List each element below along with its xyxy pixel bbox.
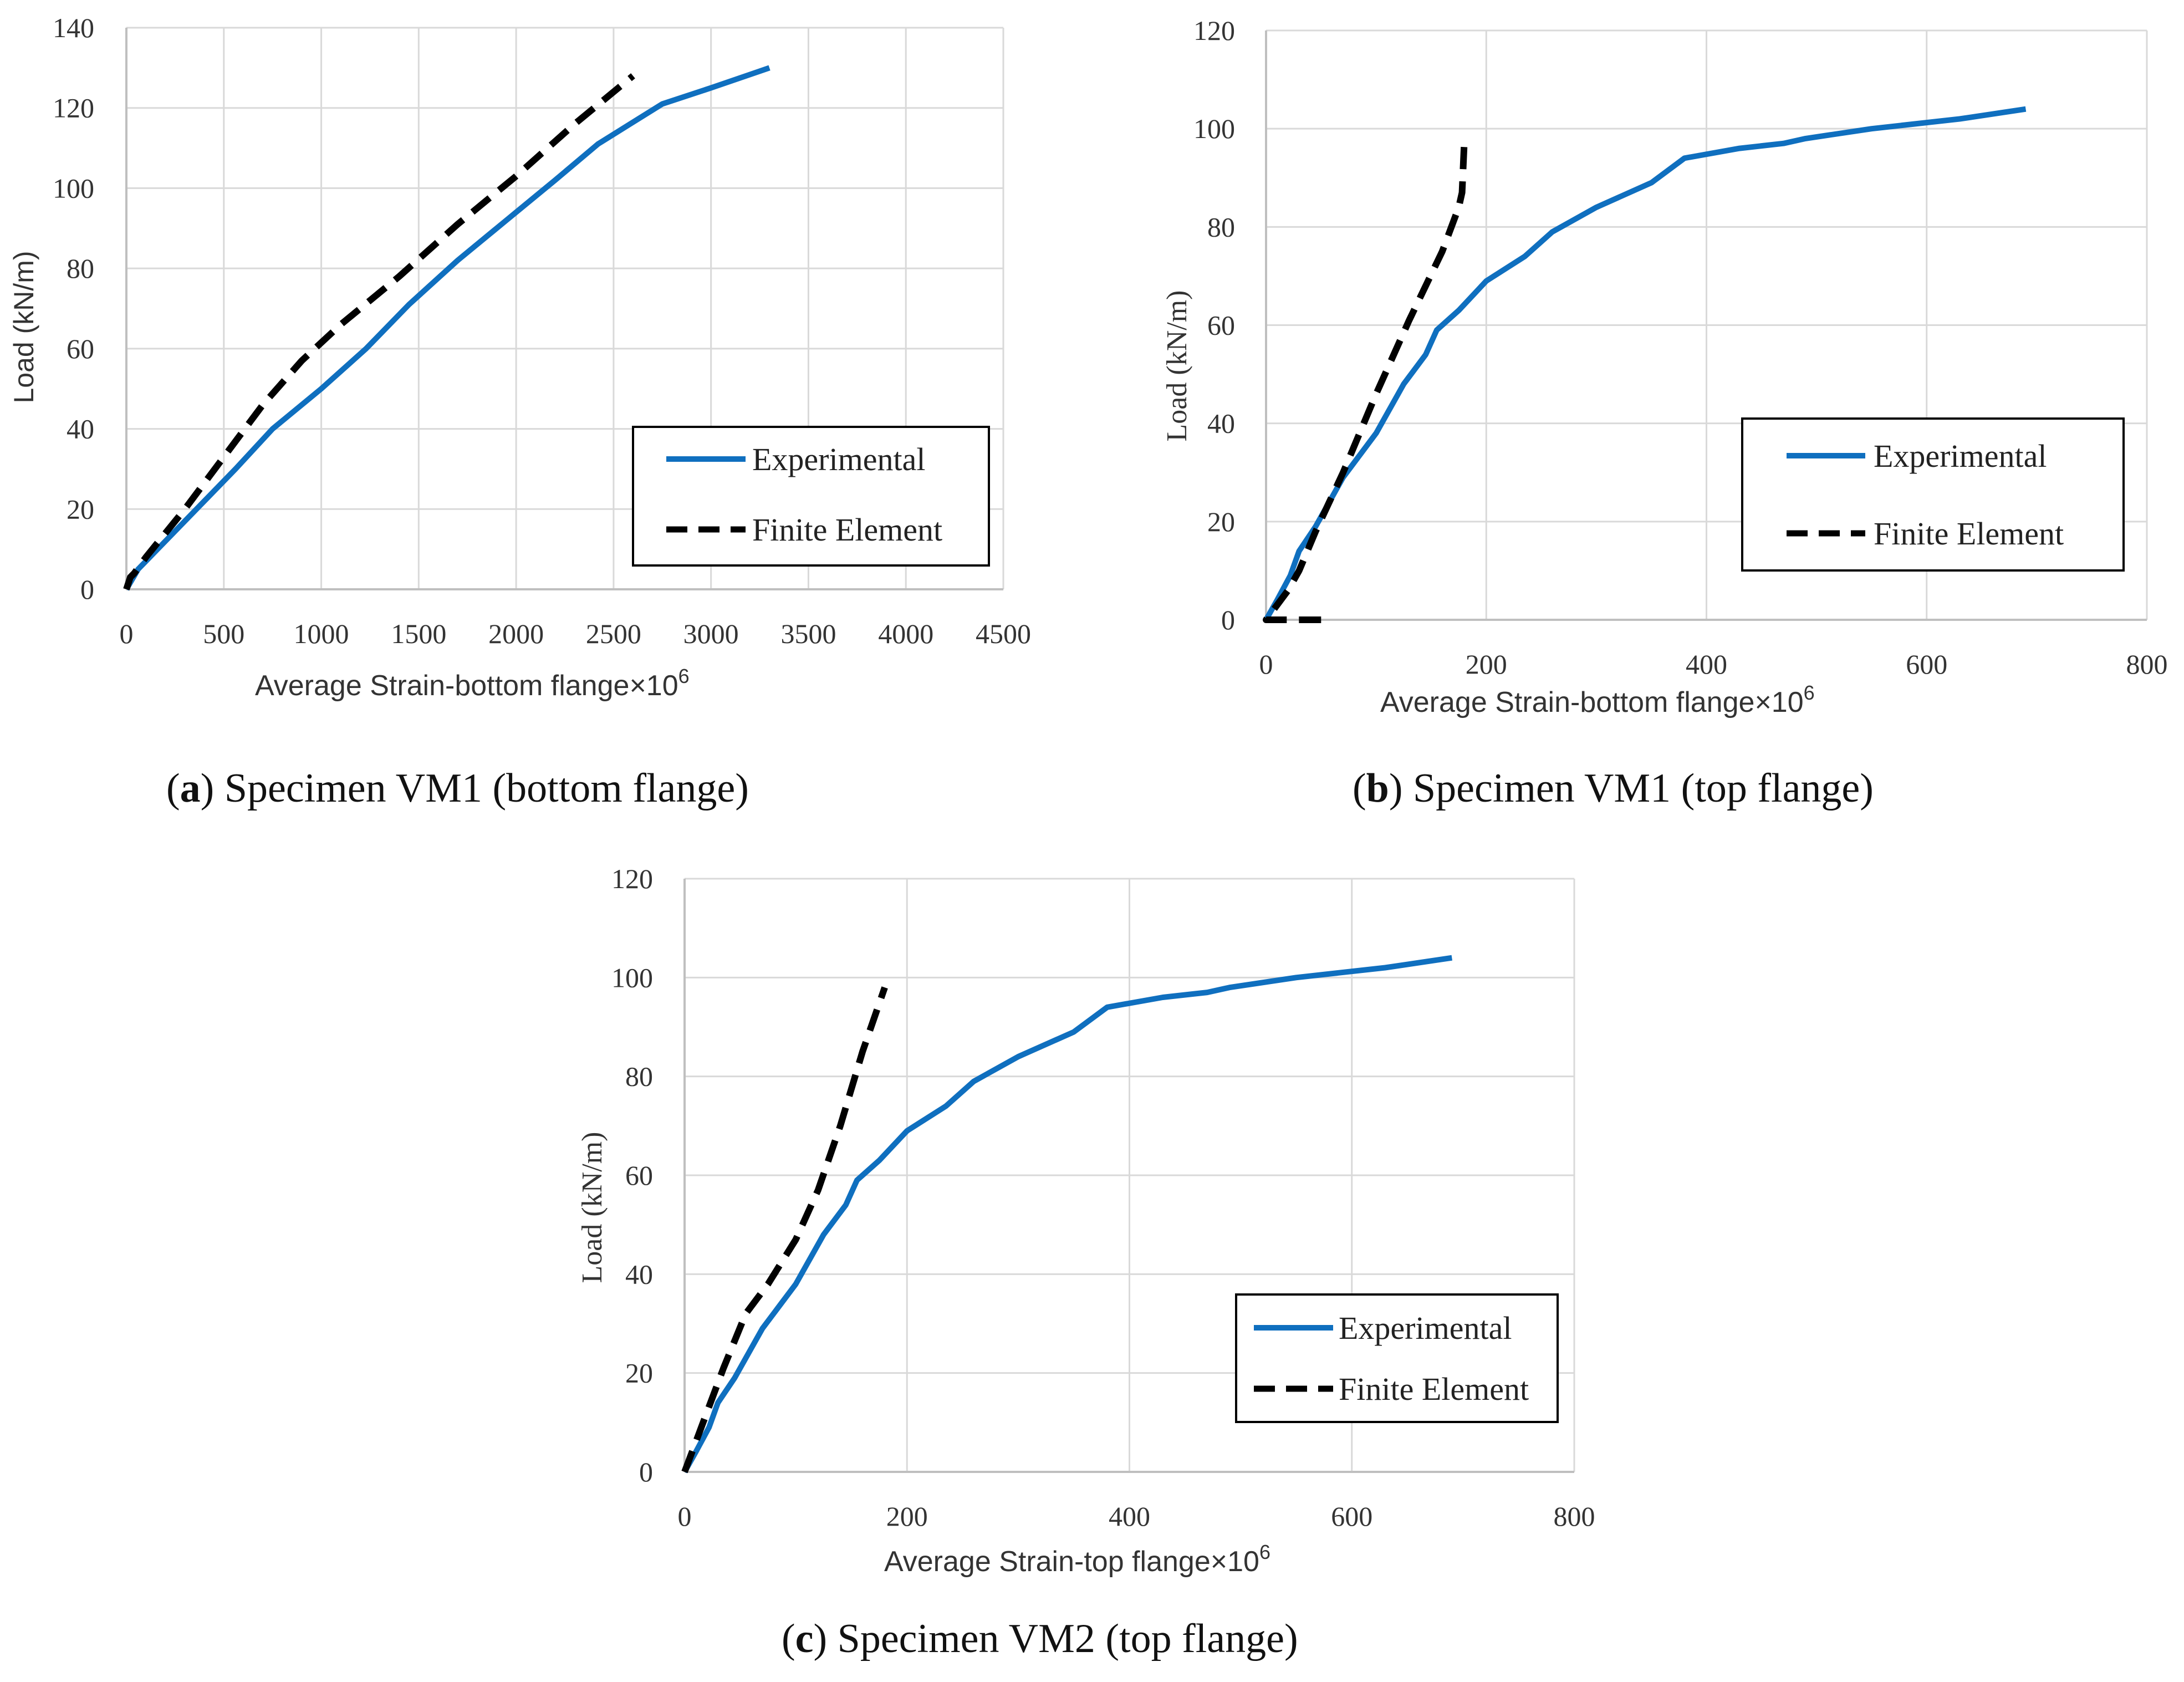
y-tick-label-a-40: 40 (67, 414, 94, 445)
y-tick-label-a-0: 0 (80, 574, 94, 605)
caption-b: (b) Specimen VM1 (top flange) (1353, 766, 1874, 811)
legend-box-c (1235, 1293, 1559, 1423)
chart-panel-b: 0 20 40 60 80 100 120 0 200 400 600 800 Load (kN/m)… (1161, 15, 2168, 811)
x-axis-label-text-b: Average Strain-bottom flange×10 (1380, 686, 1804, 718)
y-tick-label-b-80: 80 (1207, 211, 1235, 242)
legend-box-a (632, 426, 990, 567)
x-axis-label-c: Average Strain-top flange×106 (884, 1541, 1270, 1578)
series-group-b (1263, 106, 2027, 623)
legend-b: Experimental Finite Element (1741, 417, 2125, 572)
axes-b (1265, 30, 2147, 621)
x-axis-label-a: Average Strain-bottom flange×106 (255, 665, 690, 702)
tick-labels-c: 0 20 40 60 80 100 120 0 200 400 600 800 (611, 863, 1595, 1532)
y-tick-label-a-100: 100 (53, 172, 94, 203)
y-tick-label-b-20: 20 (1207, 506, 1235, 537)
axes-c (683, 879, 1574, 1473)
x-tick-label-b-800: 800 (2126, 649, 2168, 680)
x-axis-label-text-a: Average Strain-bottom flange×10 (255, 670, 678, 702)
caption-letter-c: c (795, 1616, 814, 1661)
x-tick-label-a-3500: 3500 (780, 618, 836, 649)
x-tick-label-a-500: 500 (203, 618, 244, 649)
experimental-line-a (124, 65, 770, 591)
x-tick-label-b-600: 600 (1906, 649, 1947, 680)
series-group-c (681, 955, 1453, 1474)
x-tick-label-a-2500: 2500 (586, 618, 641, 649)
y-tick-label-b-100: 100 (1193, 113, 1235, 144)
finite-element-line-b (1263, 143, 1468, 623)
x-tick-label-a-1000: 1000 (294, 618, 349, 649)
legend-label-fe-c: Finite Element (1339, 1371, 1529, 1407)
y-tick-label-b-40: 40 (1207, 408, 1235, 439)
legend-label-fe-b: Finite Element (1874, 516, 2064, 552)
x-axis-label-text-c: Average Strain-top flange×10 (884, 1546, 1259, 1578)
x-tick-label-a-3000: 3000 (683, 618, 739, 649)
caption-letter-b: b (1366, 766, 1389, 811)
experimental-line-c (682, 955, 1453, 1474)
caption-c: (c) Specimen VM2 (top flange) (782, 1616, 1298, 1661)
x-tick-label-c-800: 800 (1554, 1501, 1595, 1532)
y-tick-label-c-40: 40 (625, 1258, 653, 1289)
legend-label-experimental-c: Experimental (1339, 1310, 1512, 1346)
y-tick-label-a-120: 120 (53, 93, 94, 124)
x-tick-label-a-1500: 1500 (391, 618, 446, 649)
y-tick-label-c-80: 80 (625, 1061, 653, 1092)
x-tick-label-b-0: 0 (1259, 649, 1273, 680)
legend-a: Experimental Finite Element (632, 426, 990, 567)
caption-text-b: Specimen VM1 (top flange) (1402, 766, 1873, 811)
y-tick-label-b-0: 0 (1221, 604, 1235, 635)
y-axis-label-b: Load (kN/m) (1161, 290, 1193, 442)
axes-a (125, 28, 1003, 590)
legend-label-experimental-a: Experimental (752, 441, 925, 477)
legend-label-experimental-b: Experimental (1874, 438, 2047, 474)
y-tick-label-b-60: 60 (1207, 310, 1235, 341)
x-tick-label-b-400: 400 (1686, 649, 1727, 680)
caption-text-a: Specimen VM1 (bottom flange) (214, 766, 749, 811)
chart-panel-a: 0 20 40 60 80 100 120 140 0 500 1000 1500 2000 2500 30… (8, 12, 1031, 811)
tick-labels-b: 0 20 40 60 80 100 120 0 200 400 600 800 (1193, 15, 2168, 680)
legend-c: Experimental Finite Element (1235, 1293, 1559, 1423)
x-tick-label-a-0: 0 (120, 618, 134, 649)
series-group-a (123, 65, 770, 591)
caption-letter-a: a (180, 766, 201, 811)
x-tick-label-a-2000: 2000 (488, 618, 544, 649)
legend-box-b (1741, 417, 2125, 572)
legend-label-fe-a: Finite Element (752, 512, 942, 548)
y-tick-label-c-120: 120 (611, 863, 653, 894)
y-axis-label-a: Load (kN/m) (8, 251, 39, 403)
y-axis-label-c: Load (kN/m) (576, 1132, 608, 1283)
tick-labels-a: 0 20 40 60 80 100 120 140 0 500 1000 1500 2000 2500 30… (53, 12, 1031, 649)
y-tick-label-b-120: 120 (1193, 15, 1235, 46)
x-axis-label-sup-c: 6 (1259, 1541, 1270, 1563)
x-axis-label-sup-a: 6 (678, 665, 690, 687)
caption-a: (a) Specimen VM1 (bottom flange) (166, 766, 749, 811)
caption-close-b: ) (1389, 766, 1403, 811)
chart-panel-c: 0 20 40 60 80 100 120 0 200 400 600 800 Load (kN/m)… (576, 863, 1595, 1661)
y-tick-label-c-20: 20 (625, 1358, 653, 1389)
x-tick-label-c-0: 0 (678, 1501, 692, 1532)
y-tick-label-a-60: 60 (67, 333, 94, 364)
x-axis-label-b: Average Strain-bottom flange×106 (1380, 681, 1815, 718)
y-tick-label-c-0: 0 (639, 1456, 653, 1487)
caption-open-b: ( (1353, 766, 1366, 811)
caption-text-c: Specimen VM2 (top flange) (827, 1616, 1298, 1661)
x-tick-label-a-4500: 4500 (976, 618, 1031, 649)
x-tick-label-a-4000: 4000 (878, 618, 933, 649)
y-tick-label-a-20: 20 (67, 493, 94, 524)
caption-close-a: ) (201, 766, 215, 811)
caption-close-c: ) (814, 1616, 828, 1661)
x-tick-label-b-200: 200 (1466, 649, 1507, 680)
finite-element-line-a (123, 73, 635, 590)
x-tick-label-c-200: 200 (886, 1501, 928, 1532)
y-tick-label-c-100: 100 (611, 962, 653, 993)
caption-open-a: ( (166, 766, 180, 811)
caption-open-c: ( (782, 1616, 795, 1661)
x-axis-label-sup-b: 6 (1804, 681, 1815, 704)
y-tick-label-a-140: 140 (53, 12, 94, 43)
finite-element-line-c (681, 986, 888, 1474)
y-tick-label-a-80: 80 (67, 253, 94, 284)
y-tick-label-c-60: 60 (625, 1160, 653, 1191)
x-tick-label-c-400: 400 (1109, 1501, 1150, 1532)
x-tick-label-c-600: 600 (1331, 1501, 1372, 1532)
